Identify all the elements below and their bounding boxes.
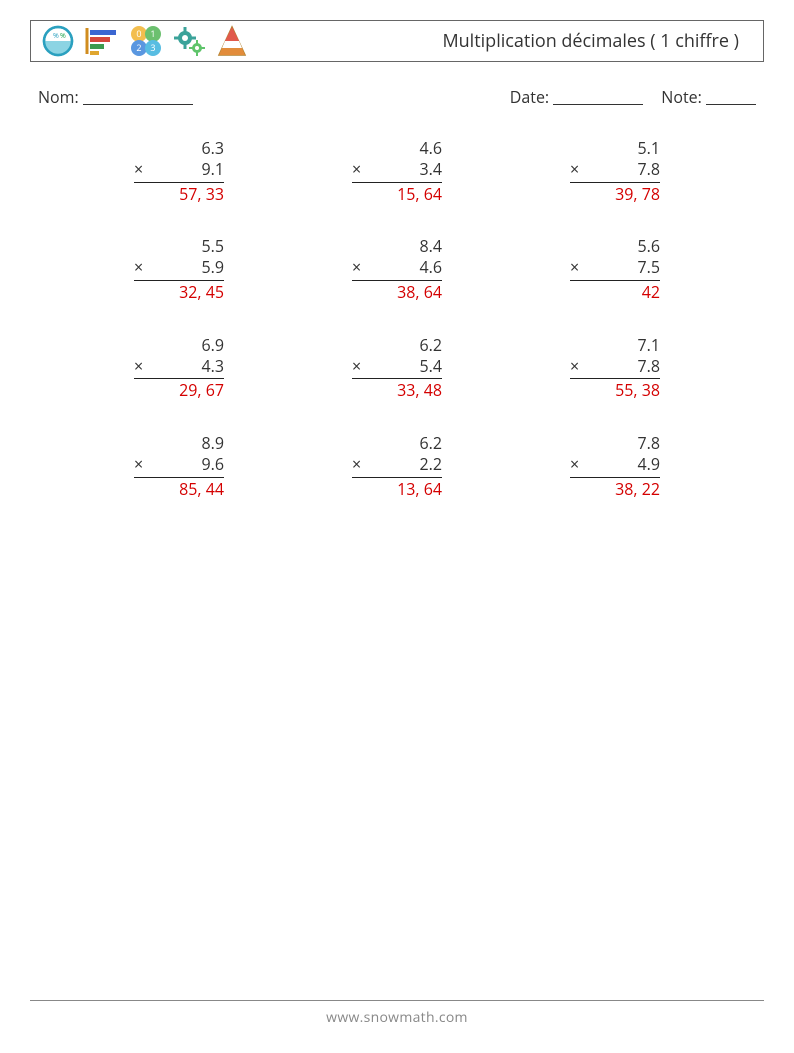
operand-a: 7.1 [588,335,660,356]
gears-icon [173,24,207,58]
operand-b: 3.4 [370,159,442,180]
header-box: % % 0 1 2 3 [30,20,764,62]
problem: 5.6×7.5 42 [570,236,660,302]
svg-text:%: % [53,32,59,41]
answer: 29, 67 [134,379,224,401]
operand-a: 5.1 [588,138,660,159]
header-icons: % % 0 1 2 3 [41,24,247,58]
operand-a: 5.6 [588,236,660,257]
problem: 6.9×4.329, 67 [134,335,224,401]
operator: × [134,356,152,377]
date-blank[interactable] [553,90,643,105]
note-blank[interactable] [706,90,756,105]
note-field: Note: [661,86,756,108]
operand-b: 5.4 [370,356,442,377]
operand-b: 9.1 [152,159,224,180]
operator: × [352,159,370,180]
name-field: Nom: [38,86,193,108]
operand-a: 6.2 [370,433,442,454]
answer: 38, 64 [352,281,442,303]
answer: 55, 38 [570,379,660,401]
number-blocks-icon: 0 1 2 3 [129,24,163,58]
operand-b: 7.8 [588,159,660,180]
operand-a: 6.9 [152,335,224,356]
operator: × [352,356,370,377]
triangle-icon [217,25,247,57]
note-label: Note: [661,86,702,108]
svg-text:3: 3 [150,41,155,54]
problem: 5.5×5.9 32, 45 [134,236,224,302]
operand-a: 7.8 [588,433,660,454]
operand-a: 4.6 [370,138,442,159]
problem: 5.1×7.8 39, 78 [570,138,660,204]
operand-b: 2.2 [370,454,442,475]
svg-text:1: 1 [150,27,155,40]
bar-chart-icon [85,26,119,56]
name-label: Nom: [38,86,79,108]
problem: 8.9×9.6 85, 44 [134,433,224,499]
problem: 7.1×7.855, 38 [570,335,660,401]
problem: 4.6×3.4 15, 64 [352,138,442,204]
footer-rule [30,1000,764,1001]
operand-b: 4.3 [152,356,224,377]
problem: 6.2×5.433, 48 [352,335,442,401]
answer: 32, 45 [134,281,224,303]
operator: × [134,257,152,278]
answer: 85, 44 [134,478,224,500]
svg-text:2: 2 [136,41,141,54]
name-blank[interactable] [83,90,193,105]
operator: × [570,454,588,475]
operand-b: 4.6 [370,257,442,278]
meta-row: Nom: Date: Note: [30,86,764,108]
svg-text:0: 0 [136,27,141,40]
answer: 42 [570,281,660,303]
operand-b: 4.9 [588,454,660,475]
footer-text: www.snowmath.com [0,1008,794,1027]
problem: 7.8×4.9 38, 22 [570,433,660,499]
svg-text:%: % [60,32,66,41]
operand-a: 6.3 [152,138,224,159]
pie-circle-icon: % % [41,24,75,58]
operand-a: 8.9 [152,433,224,454]
answer: 33, 48 [352,379,442,401]
answer: 13, 64 [352,478,442,500]
problems-grid: 6.3×9.157, 334.6×3.415, 645.1×7.839, 785… [30,138,764,500]
answer: 39, 78 [570,183,660,205]
operator: × [352,454,370,475]
problem: 6.2×2.2 13, 64 [352,433,442,499]
operand-a: 8.4 [370,236,442,257]
answer: 15, 64 [352,183,442,205]
problem: 8.4×4.6 38, 64 [352,236,442,302]
operator: × [352,257,370,278]
operand-a: 6.2 [370,335,442,356]
operand-b: 7.8 [588,356,660,377]
operand-b: 7.5 [588,257,660,278]
operator: × [570,159,588,180]
problem: 6.3×9.1 57, 33 [134,138,224,204]
operand-b: 5.9 [152,257,224,278]
operand-a: 5.5 [152,236,224,257]
date-label: Date: [510,86,549,108]
operator: × [134,454,152,475]
operator: × [570,257,588,278]
answer: 38, 22 [570,478,660,500]
operator: × [134,159,152,180]
operand-b: 9.6 [152,454,224,475]
worksheet-title: Multiplication décimales ( 1 chiffre ) [247,29,753,53]
answer: 57, 33 [134,183,224,205]
operator: × [570,356,588,377]
date-field: Date: [510,86,644,108]
